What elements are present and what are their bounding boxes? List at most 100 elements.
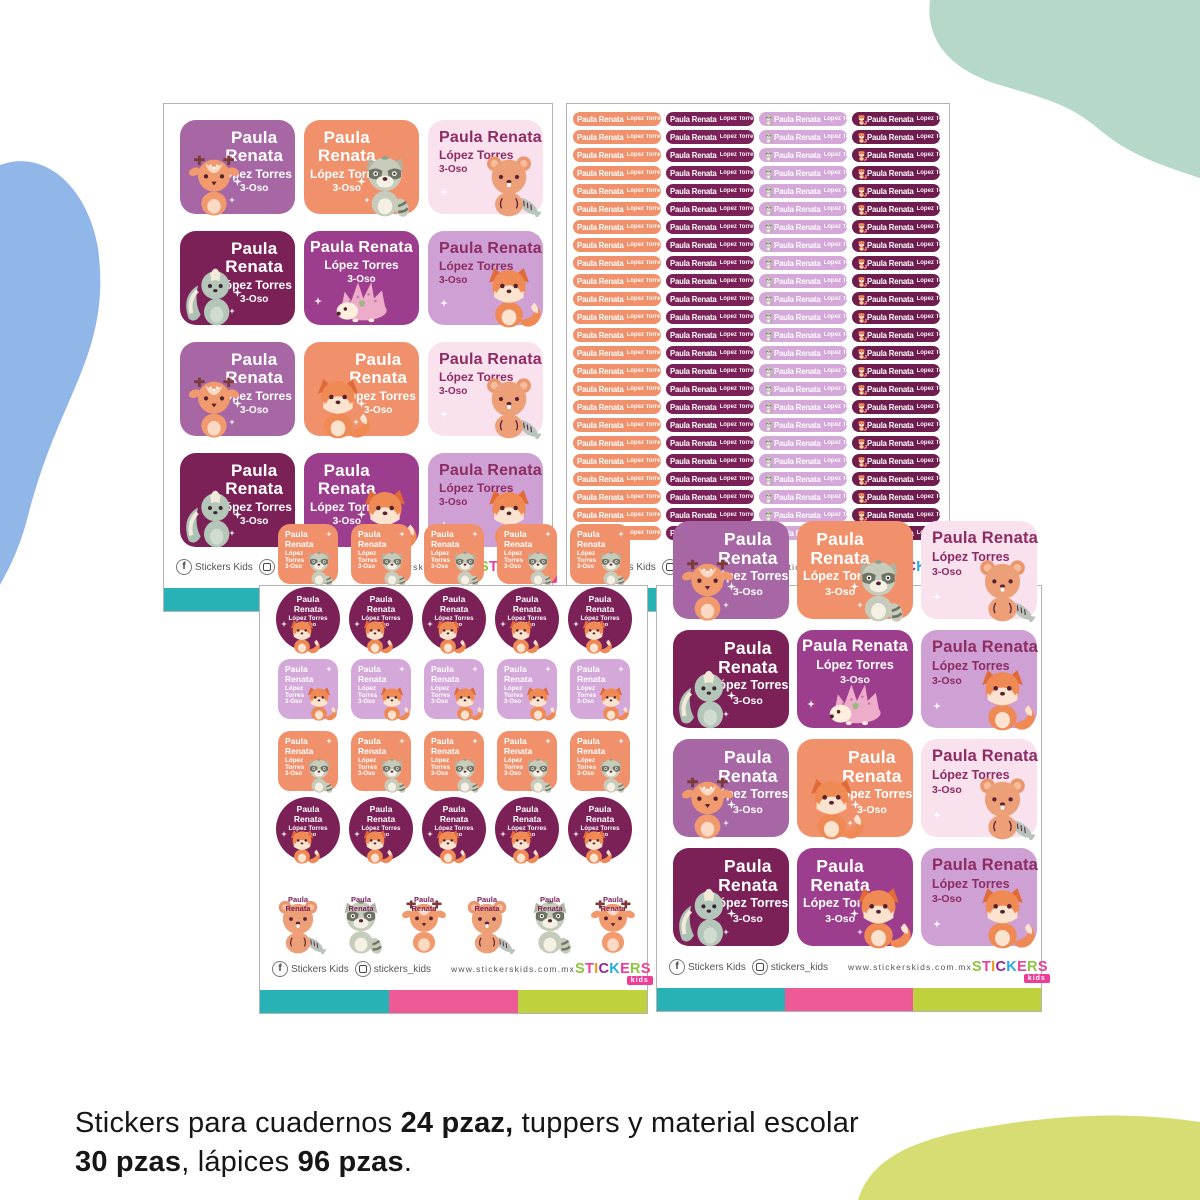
name-line: Paula Renata xyxy=(774,240,821,250)
name-line: Paula Renata xyxy=(577,132,624,142)
lastname-line: López Torres xyxy=(719,314,754,320)
fox-icon xyxy=(430,828,466,864)
instagram-glyph xyxy=(755,963,764,971)
name-line: López xyxy=(431,549,450,557)
group-line: 3-Oso xyxy=(332,516,361,528)
raccoon-icon xyxy=(301,550,337,586)
name-line: Paula Renata xyxy=(439,462,542,479)
name-line: Paula Renata xyxy=(577,114,624,124)
name-line: López xyxy=(285,549,304,557)
sparkle-icon xyxy=(472,738,478,744)
lastname-line: López Torres xyxy=(719,404,754,410)
name-line: Paula Renata xyxy=(577,150,624,160)
name-line: 3-Oso xyxy=(358,699,376,705)
lastname-line: López Torres xyxy=(626,278,661,284)
sparkle-icon xyxy=(314,297,322,305)
name-line: Renata xyxy=(225,257,284,277)
sparkle-icon xyxy=(618,738,624,744)
lastname-line: López Torres xyxy=(719,332,754,338)
name-line: Paula xyxy=(431,664,454,674)
lastname-line: López Torres xyxy=(823,494,847,500)
name-line: Paula Renata xyxy=(774,276,821,286)
group-line: 3-Oso xyxy=(733,694,763,707)
lastname-line: López Torres xyxy=(719,116,754,122)
name-label-sticker: Paula Renata López Torres 3-Oso xyxy=(428,231,543,325)
name-line: López xyxy=(504,756,523,764)
green-blob xyxy=(858,1115,1200,1200)
name-line: Paula Renata xyxy=(774,456,821,466)
raccoon-icon xyxy=(447,550,483,586)
square-name-sticker: Paula Renata López Torres 3-Oso xyxy=(570,731,630,791)
raccoon-icon xyxy=(301,757,337,793)
logo-letter: S xyxy=(972,958,982,975)
lastname-line: López Torres xyxy=(719,458,754,464)
name-line: 3-Oso xyxy=(504,699,522,705)
name-line: Paula Renata xyxy=(932,856,1039,874)
fox-icon xyxy=(856,366,867,377)
group-line: 3-Oso xyxy=(240,516,269,528)
group-line: 3-Oso xyxy=(840,674,870,687)
sparkle-icon xyxy=(399,531,405,537)
name-line: Renata xyxy=(317,479,376,499)
sparkle-icon xyxy=(933,811,941,819)
square-name-sticker: Paula Renata López Torres 3-Oso xyxy=(278,524,338,584)
name-line: 3-Oso xyxy=(504,771,522,777)
footer-color-bars xyxy=(657,988,1041,1011)
fox-icon xyxy=(856,438,867,449)
name-line: Paula Renata xyxy=(774,258,821,268)
name-line: Renata xyxy=(411,903,437,913)
name-line: Paula Renata xyxy=(774,438,821,448)
name-line: Paula Renata xyxy=(774,168,821,178)
name-line: Renata xyxy=(718,547,778,568)
name-label-sticker: Paula Renata López Torres 3-Oso xyxy=(921,630,1038,728)
name-line: Paula Renata xyxy=(867,312,914,322)
sticker-name-text: Paula Renata López Torres 3-Oso xyxy=(358,736,386,778)
sticker-name-text: Paula Renata López Torres 3-Oso xyxy=(439,462,542,509)
sticker-name-text: Paula Renata xyxy=(585,895,641,913)
logo-letter: T xyxy=(584,960,595,977)
name-line: Renata xyxy=(285,538,314,549)
sticker-name-text: Paula Renata López Torres 3-Oso xyxy=(304,239,419,286)
sticker-name-text: Paula Renata López Torres 3-Oso xyxy=(358,664,386,706)
lastname-line: López Torres xyxy=(823,152,847,158)
name-line: Paula xyxy=(577,529,600,539)
group-line: 3-Oso xyxy=(932,566,962,579)
square-name-sticker: Paula Renata López Torres 3-Oso xyxy=(570,659,630,719)
name-line: Paula xyxy=(515,804,539,814)
name-line: Renata xyxy=(225,368,284,388)
lastname-line: López Torres xyxy=(626,224,661,230)
lastname-line: López Torres xyxy=(719,386,754,392)
square-name-sticker: Paula Renata López Torres 3-Oso xyxy=(424,524,484,584)
name-line: Paula Renata xyxy=(867,150,914,160)
sparkle-icon xyxy=(326,738,332,744)
lastname-line: López Torres xyxy=(916,242,940,248)
lastname-line: López Torres xyxy=(916,224,940,230)
facebook-icon: f xyxy=(669,959,685,975)
name-label-sticker: Paula Renata López Torres 3-Oso xyxy=(797,739,913,837)
name-line: Renata xyxy=(504,745,533,756)
lastname-line: López Torres xyxy=(916,152,940,158)
name-line: Paula Renata xyxy=(670,240,717,250)
sticker-name-text: Paula Renata López Torres 3-Oso xyxy=(285,664,313,706)
name-line: López Torres xyxy=(507,824,547,832)
lastname-line: López Torres xyxy=(916,476,940,482)
name-label-sticker: Paula Renata López Torres 3-Oso xyxy=(921,739,1038,837)
lastname-line: López Torres xyxy=(932,876,1010,891)
name-line: Renata xyxy=(504,673,533,684)
name-line: 3-Oso xyxy=(358,771,376,777)
sticker-name-text: Paula Renata López Torres 3-Oso xyxy=(932,638,1038,687)
